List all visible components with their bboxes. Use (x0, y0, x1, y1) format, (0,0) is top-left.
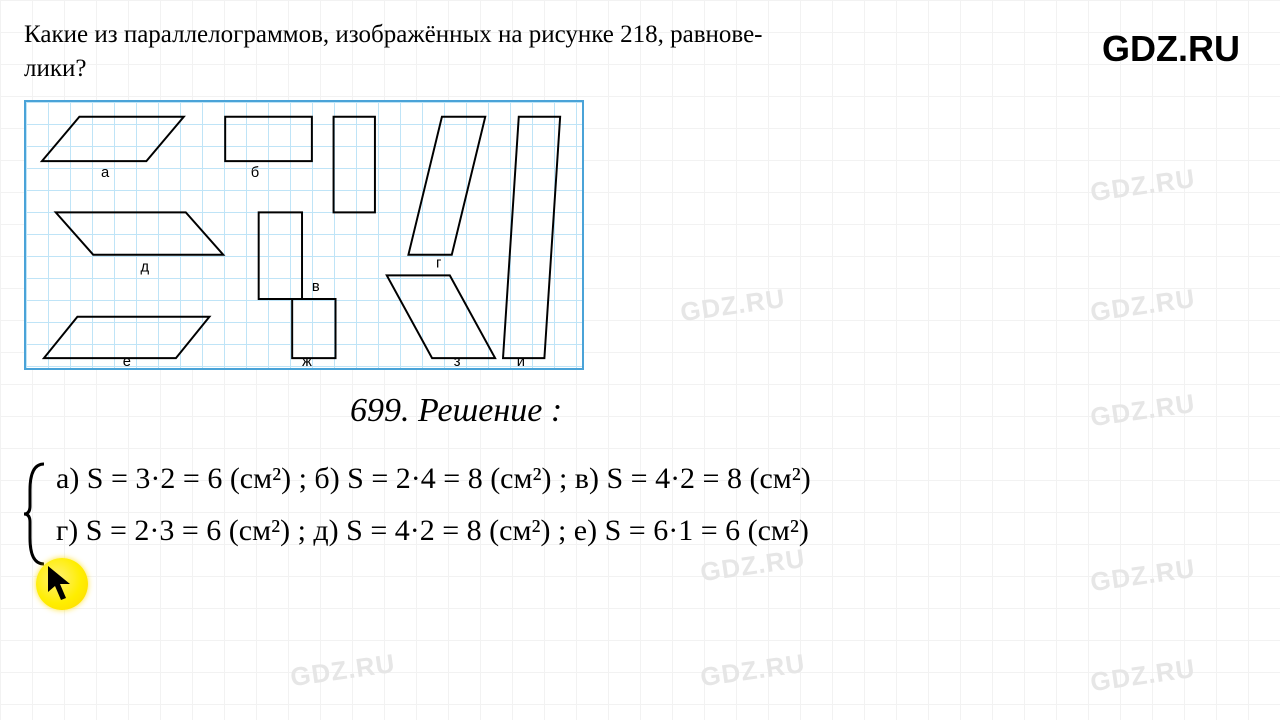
watermark-text: GDZ.RU (678, 283, 787, 328)
solution-heading: 699. Решение : (350, 392, 562, 430)
watermark-text: GDZ.RU (1088, 653, 1197, 698)
watermark-text: GDZ.RU (698, 543, 807, 588)
svg-text:в: в (312, 279, 320, 295)
watermark-text: GDZ.RU (698, 648, 807, 693)
watermark-text: GDZ.RU (288, 648, 397, 693)
problem-line-1: Какие из параллелограммов, изображённых … (24, 21, 763, 48)
solution-line-1: а) S = 3·2 = 6 (см²) ; б) S = 2·4 = 8 (с… (56, 462, 811, 496)
bracket-icon (24, 460, 50, 568)
watermark-text: GDZ.RU (1088, 163, 1197, 208)
site-logo: GDZ.RU (1102, 28, 1240, 70)
solution-line-2: г) S = 2·3 = 6 (см²) ; д) S = 4·2 = 8 (с… (56, 514, 809, 548)
svg-text:ж: ж (302, 354, 312, 368)
cursor-highlight-icon (36, 558, 88, 610)
problem-line-2: лики? (24, 55, 86, 82)
svg-text:и: и (517, 354, 525, 368)
svg-text:а: а (101, 165, 110, 181)
svg-text:б: б (251, 165, 259, 181)
svg-text:е: е (123, 354, 131, 368)
watermark-text: GDZ.RU (1088, 388, 1197, 433)
problem-text: Какие из параллелограммов, изображённых … (24, 18, 924, 86)
watermark-text: GDZ.RU (1088, 283, 1197, 328)
svg-text:д: д (140, 259, 149, 275)
figure-218: а б г д в е ж з и (24, 100, 584, 370)
figure-svg: а б г д в е ж з и (26, 102, 582, 368)
page-root: GDZ.RU GDZ.RU GDZ.RU GDZ.RU GDZ.RU GDZ.RU GDZ.… (0, 0, 1280, 720)
svg-text:з: з (454, 354, 461, 368)
svg-text:г: г (436, 256, 441, 272)
watermark-text: GDZ.RU (1088, 553, 1197, 598)
